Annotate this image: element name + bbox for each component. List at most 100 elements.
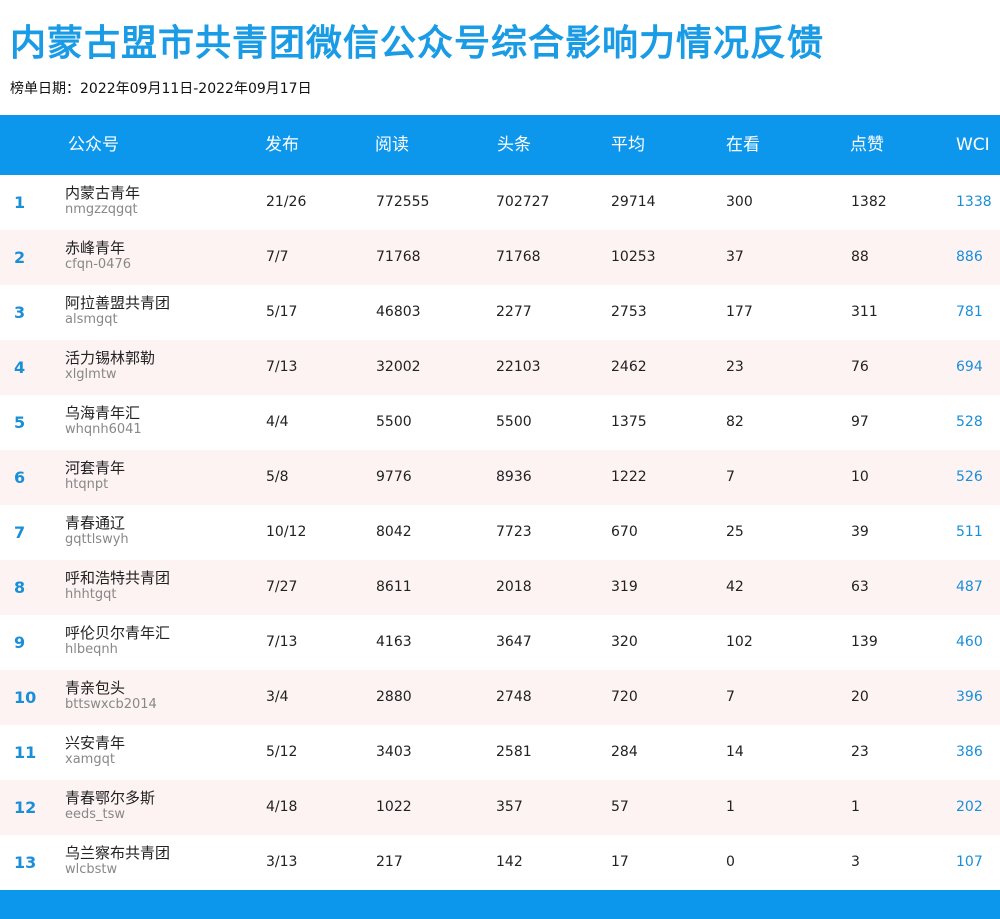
- account-info[interactable]: 青春鄂尔多斯 eeds_tsw: [65, 789, 155, 823]
- account-name[interactable]: 兴安青年: [65, 734, 126, 752]
- account-name[interactable]: 阿拉善盟共青团: [65, 294, 171, 312]
- headline-count: 702727: [496, 194, 550, 210]
- headline-count: 8936: [496, 469, 532, 485]
- wci-score[interactable]: 886: [956, 249, 983, 265]
- account-info[interactable]: 活力锡林郭勒 xlglmtw: [65, 349, 155, 383]
- account-id: bttswxcb2014: [65, 697, 157, 712]
- rank-number: 5: [14, 413, 26, 432]
- publish-count: 7/13: [266, 634, 298, 650]
- account-info[interactable]: 内蒙古青年 nmgzzqgqt: [65, 184, 140, 218]
- read-count: 1022: [376, 799, 412, 815]
- account-name[interactable]: 内蒙古青年: [65, 184, 141, 202]
- account-name[interactable]: 乌兰察布共青团: [65, 844, 171, 862]
- table-body: 1 内蒙古青年 nmgzzqgqt 21/26 772555 702727 29714 300…: [0, 175, 1000, 890]
- table-row: 11 兴安青年 xamgqt 5/12 3403 2581 284 14 23 386: [0, 725, 1000, 780]
- publish-count: 5/17: [266, 304, 298, 320]
- wci-score[interactable]: 528: [956, 414, 983, 430]
- table-row: 8 呼和浩特共青团 hhhtgqt 7/27 8611 2018 319 42 63 487: [0, 560, 1000, 615]
- account-id: alsmgqt: [65, 312, 118, 327]
- header-headline: 头条: [497, 135, 531, 155]
- read-count: 772555: [376, 194, 430, 210]
- average-count: 1222: [611, 469, 647, 485]
- like-count: 76: [851, 359, 869, 375]
- table-row: 7 青春通辽 gqttlswyh 10/12 8042 7723 670 25 39 511: [0, 505, 1000, 560]
- average-count: 17: [611, 854, 629, 870]
- looking-count: 7: [726, 689, 735, 705]
- account-info[interactable]: 呼伦贝尔青年汇 hlbeqnh: [65, 624, 170, 658]
- wci-score[interactable]: 487: [956, 579, 983, 595]
- headline-count: 2018: [496, 579, 532, 595]
- account-name[interactable]: 青亲包头: [65, 679, 126, 697]
- like-count: 63: [851, 579, 869, 595]
- account-info[interactable]: 青春通辽 gqttlswyh: [65, 514, 129, 548]
- average-count: 2753: [611, 304, 647, 320]
- publish-count: 5/8: [266, 469, 289, 485]
- read-count: 9776: [376, 469, 412, 485]
- account-id: wlcbstw: [65, 862, 118, 877]
- table-row: 12 青春鄂尔多斯 eeds_tsw 4/18 1022 357 57 1 1 202: [0, 780, 1000, 835]
- headline-count: 71768: [496, 249, 541, 265]
- wci-score[interactable]: 694: [956, 359, 983, 375]
- account-info[interactable]: 呼和浩特共青团 hhhtgqt: [65, 569, 170, 603]
- read-count: 5500: [376, 414, 412, 430]
- table-row: 10 青亲包头 bttswxcb2014 3/4 2880 2748 720 7 20 396: [0, 670, 1000, 725]
- rank-number: 11: [14, 743, 37, 762]
- account-info[interactable]: 赤峰青年 cfqn-0476: [65, 239, 131, 273]
- account-name[interactable]: 青春通辽: [65, 514, 126, 532]
- account-name[interactable]: 呼和浩特共青团: [65, 569, 171, 587]
- wci-score[interactable]: 107: [956, 854, 983, 870]
- read-count: 32002: [376, 359, 421, 375]
- account-info[interactable]: 乌海青年汇 whqnh6041: [65, 404, 142, 438]
- wci-score[interactable]: 460: [956, 634, 983, 650]
- average-count: 1375: [611, 414, 647, 430]
- table-row: 6 河套青年 htqnpt 5/8 9776 8936 1222 7 10 526: [0, 450, 1000, 505]
- headline-count: 2581: [496, 744, 532, 760]
- like-count: 97: [851, 414, 869, 430]
- table-row: 9 呼伦贝尔青年汇 hlbeqnh 7/13 4163 3647 320 102 139 460: [0, 615, 1000, 670]
- wci-score[interactable]: 396: [956, 689, 983, 705]
- account-id: eeds_tsw: [65, 807, 126, 822]
- average-count: 720: [611, 689, 638, 705]
- account-info[interactable]: 青亲包头 bttswxcb2014: [65, 679, 157, 713]
- looking-count: 42: [726, 579, 744, 595]
- account-name[interactable]: 赤峰青年: [65, 239, 126, 257]
- headline-count: 5500: [496, 414, 532, 430]
- ranking-table: 公众号 发布 阅读 头条 平均 在看 点赞 WCI 1 内蒙古青年 nmgzzqgq…: [0, 115, 1000, 890]
- looking-count: 1: [726, 799, 735, 815]
- rank-number: 13: [14, 853, 37, 872]
- like-count: 139: [851, 634, 878, 650]
- wci-score[interactable]: 511: [956, 524, 983, 540]
- wci-score[interactable]: 526: [956, 469, 983, 485]
- like-count: 1382: [851, 194, 887, 210]
- average-count: 320: [611, 634, 638, 650]
- looking-count: 82: [726, 414, 744, 430]
- header-read: 阅读: [375, 135, 409, 155]
- account-info[interactable]: 阿拉善盟共青团 alsmgqt: [65, 294, 170, 328]
- account-name[interactable]: 乌海青年汇: [65, 404, 141, 422]
- account-name[interactable]: 青春鄂尔多斯: [65, 789, 156, 807]
- publish-count: 7/7: [266, 249, 289, 265]
- account-id: xamgqt: [65, 752, 115, 767]
- account-name[interactable]: 河套青年: [65, 459, 126, 477]
- wci-score[interactable]: 386: [956, 744, 983, 760]
- footer-bar: [0, 890, 1000, 919]
- wci-score[interactable]: 1338: [956, 194, 992, 210]
- like-count: 1: [851, 799, 860, 815]
- table-row: 2 赤峰青年 cfqn-0476 7/7 71768 71768 10253 37 88 886: [0, 230, 1000, 285]
- looking-count: 25: [726, 524, 744, 540]
- like-count: 311: [851, 304, 878, 320]
- account-id: nmgzzqgqt: [65, 202, 138, 217]
- account-name[interactable]: 呼伦贝尔青年汇: [65, 624, 171, 642]
- wci-score[interactable]: 202: [956, 799, 983, 815]
- account-info[interactable]: 河套青年 htqnpt: [65, 459, 125, 493]
- looking-count: 23: [726, 359, 744, 375]
- account-info[interactable]: 乌兰察布共青团 wlcbstw: [65, 844, 170, 878]
- like-count: 88: [851, 249, 869, 265]
- account-info[interactable]: 兴安青年 xamgqt: [65, 734, 125, 768]
- page-title: 内蒙古盟市共青团微信公众号综合影响力情况反馈: [10, 23, 825, 64]
- rank-number: 3: [14, 303, 26, 322]
- account-name[interactable]: 活力锡林郭勒: [65, 349, 156, 367]
- like-count: 20: [851, 689, 869, 705]
- wci-score[interactable]: 781: [956, 304, 983, 320]
- average-count: 319: [611, 579, 638, 595]
